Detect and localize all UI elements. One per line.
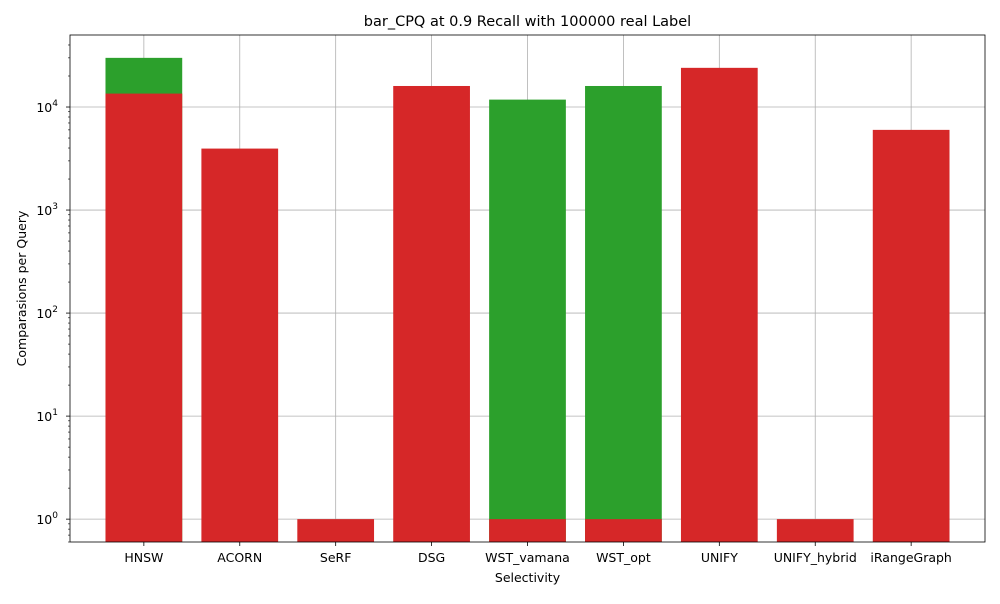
bar-wst_vamana-series-2 xyxy=(489,519,566,542)
y-tick-label: 103 xyxy=(36,202,58,218)
x-tick-label: UNIFY xyxy=(701,550,738,565)
x-tick-label: SeRF xyxy=(320,550,352,565)
y-tick-label: 104 xyxy=(36,99,58,115)
bar-irangegraph-series-2 xyxy=(872,129,950,542)
bar-wst_opt-series-2 xyxy=(585,519,662,542)
bar-acorn-series-2 xyxy=(201,148,279,542)
bar-wst_opt-series-1 xyxy=(585,85,662,543)
bar-hnsw-series-2 xyxy=(105,93,183,542)
y-axis-label: Comparasions per Query xyxy=(14,210,29,366)
bar-wst_vamana-series-1 xyxy=(489,99,566,543)
bar-unify-series-2 xyxy=(680,67,758,543)
bar-serf-series-2 xyxy=(297,519,375,542)
x-tick-label: iRangeGraph xyxy=(870,550,951,565)
y-tick-label: 102 xyxy=(36,305,58,321)
bar-dsg-series-2 xyxy=(393,85,470,543)
x-tick-label: ACORN xyxy=(217,550,262,565)
bars-layer xyxy=(105,57,950,543)
chart-title: bar_CPQ at 0.9 Recall with 100000 real L… xyxy=(364,14,691,30)
x-tick-label: WST_opt xyxy=(596,550,651,565)
bar-unify_hybrid-series-2 xyxy=(776,519,854,542)
x-tick-label: WST_vamana xyxy=(485,550,570,565)
x-axis-label: Selectivity xyxy=(495,570,561,585)
y-tick-label: 100 xyxy=(36,511,58,527)
x-tick-label: UNIFY_hybrid xyxy=(774,550,857,565)
ticks-layer: HNSW ACORN SeRF DSG WST_vamana WST_opt UNIFY UN… xyxy=(36,44,952,565)
x-tick-label: HNSW xyxy=(124,550,163,565)
y-tick-label: 101 xyxy=(36,408,58,424)
x-tick-label: DSG xyxy=(418,550,445,565)
